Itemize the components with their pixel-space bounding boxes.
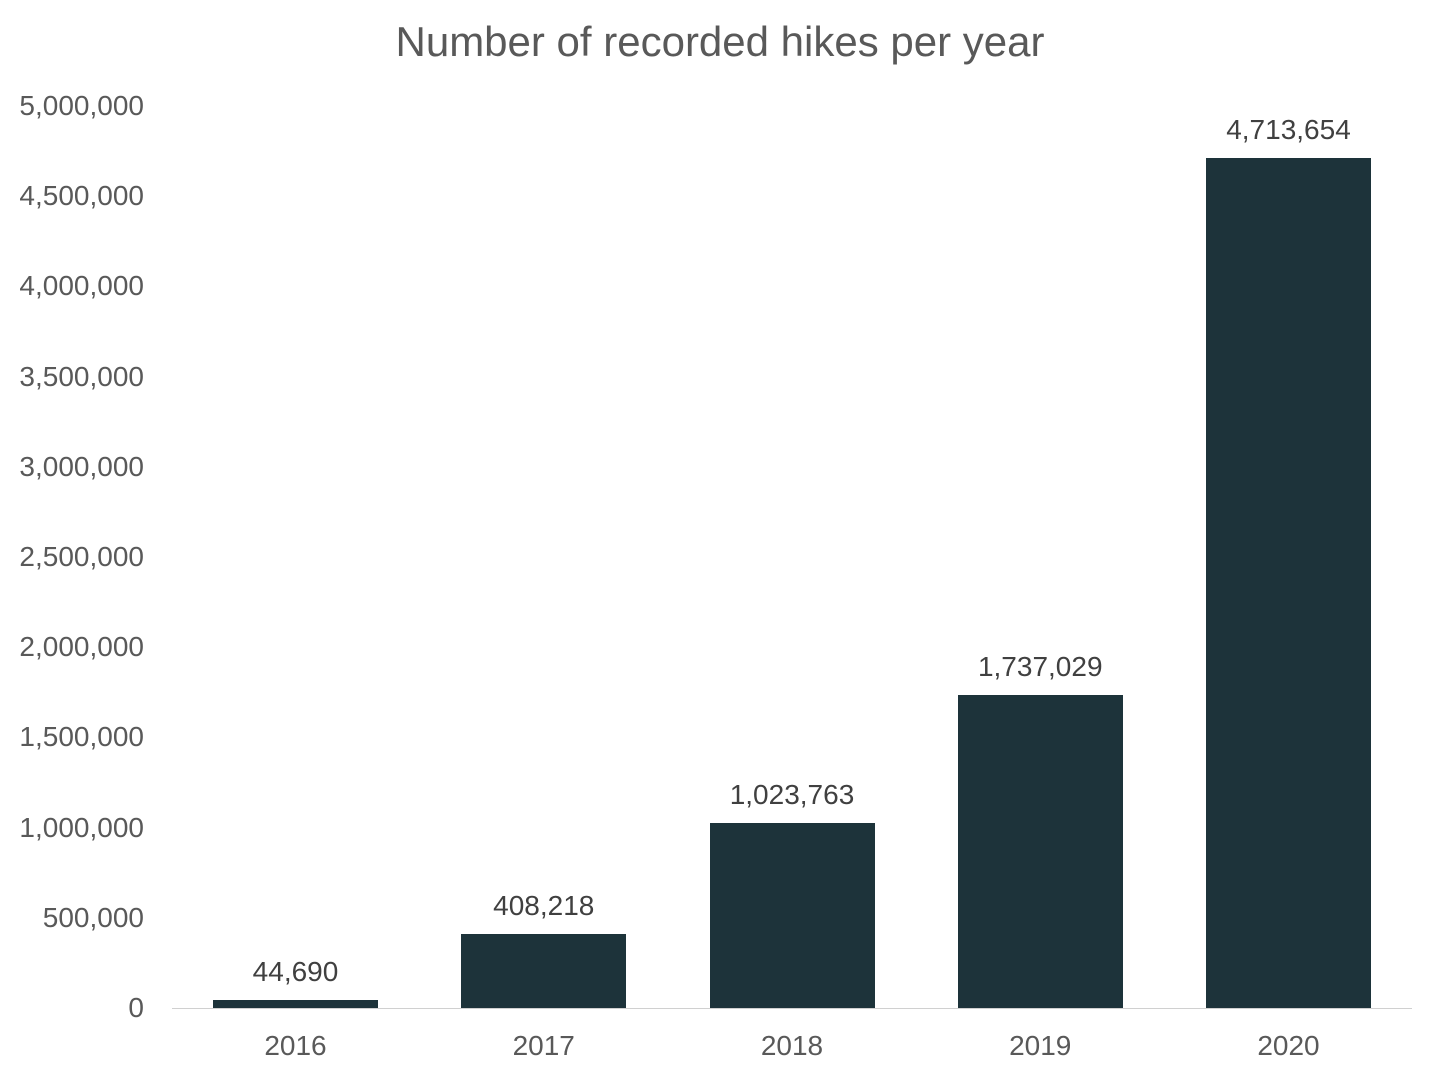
- x-tick-label-2020: 2020: [1257, 1030, 1320, 1061]
- data-label-2016: 44,690: [252, 955, 339, 987]
- data-label-2020: 4,713,654: [1226, 113, 1351, 145]
- x-tick-label-2019: 2019: [1009, 1030, 1072, 1061]
- y-tick-label: 1,500,000: [19, 721, 144, 753]
- bar-2016: [213, 999, 378, 1008]
- data-label-2017: 408,218: [493, 890, 595, 922]
- chart-title: Number of recorded hikes per year: [395, 18, 1045, 65]
- bar-2020: [1206, 157, 1371, 1008]
- y-tick-label: 0: [128, 992, 144, 1023]
- y-tick-label: 500,000: [42, 901, 144, 933]
- y-tick-label: 3,500,000: [19, 360, 144, 392]
- bar-2019: [957, 694, 1123, 1008]
- bar-2018: [709, 823, 875, 1008]
- y-tick-label: 2,500,000: [19, 541, 144, 572]
- y-tick-label: 3,000,000: [19, 450, 144, 482]
- x-tick-label-2017: 2017: [512, 1030, 575, 1061]
- y-tick-label: 4,500,000: [19, 180, 144, 212]
- y-tick-label: 2,000,000: [19, 631, 144, 663]
- data-label-2018: 1,023,763: [729, 779, 855, 811]
- x-tick-label-2018: 2018: [760, 1030, 824, 1061]
- data-label-2019: 1,737,029: [977, 650, 1103, 682]
- bar-2017: [461, 934, 627, 1008]
- x-tick-label-2016: 2016: [264, 1030, 327, 1061]
- y-tick-label: 5,000,000: [19, 90, 144, 121]
- y-tick-label: 1,000,000: [19, 811, 144, 843]
- x-axis-line: [172, 1008, 1412, 1009]
- y-tick-label: 4,000,000: [19, 270, 144, 302]
